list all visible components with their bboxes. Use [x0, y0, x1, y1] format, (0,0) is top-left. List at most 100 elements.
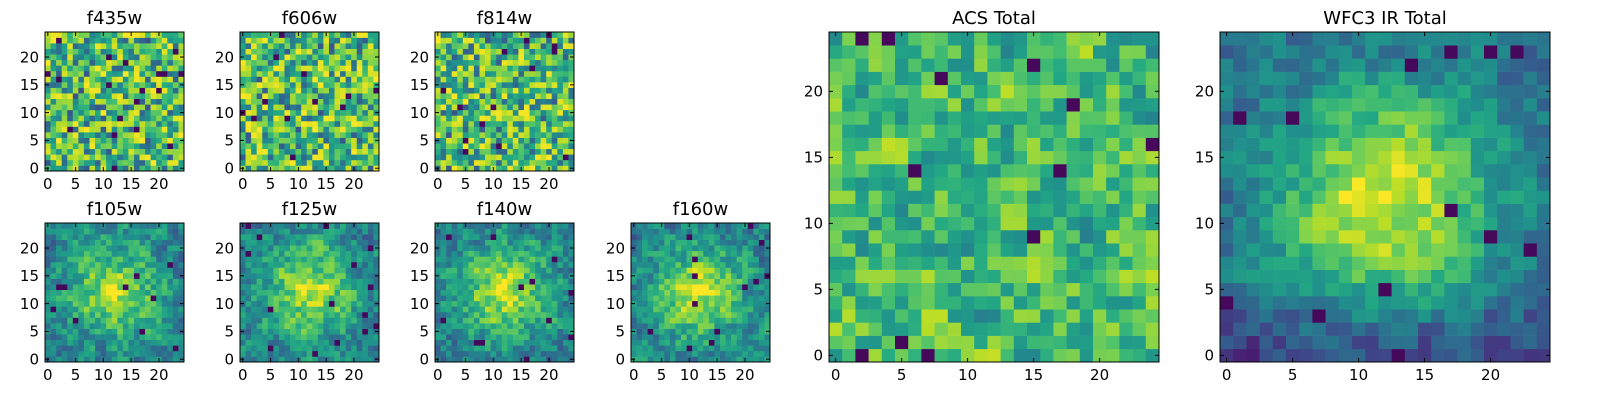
heatmap-cell: [647, 239, 654, 246]
heatmap-cell: [551, 334, 558, 341]
heatmap-cell: [340, 165, 346, 172]
heatmap-cell: [675, 300, 682, 307]
heatmap-cell: [518, 278, 525, 285]
heatmap-cell: [708, 284, 715, 291]
heatmap-cell: [512, 120, 519, 127]
heatmap-cell: [334, 115, 341, 122]
heatmap-cell: [490, 76, 497, 83]
heatmap-cell: [340, 76, 346, 83]
heatmap-cell: [317, 54, 324, 61]
heatmap-cell: [507, 345, 514, 352]
heatmap-cell: [540, 32, 547, 38]
heatmap-cell: [83, 317, 90, 324]
heatmap-cell: [178, 250, 185, 257]
heatmap-cell: [731, 228, 737, 235]
heatmap-cell: [675, 245, 682, 252]
heatmap-cell: [312, 65, 319, 72]
heatmap-cell: [1040, 282, 1054, 297]
heatmap-cell: [1132, 335, 1147, 350]
heatmap-cell: [256, 350, 263, 357]
heatmap-cell: [295, 273, 302, 279]
heatmap-cell: [306, 82, 313, 88]
heatmap-cell: [507, 350, 514, 357]
heatmap-cell: [479, 32, 486, 38]
heatmap-cell: [373, 317, 380, 324]
heatmap-cell: [451, 82, 458, 88]
heatmap-cell: [642, 245, 648, 252]
heatmap-cell: [468, 98, 475, 105]
heatmap-cell: [642, 284, 648, 291]
heatmap-cell: [362, 93, 369, 100]
heatmap-cell: [100, 328, 107, 335]
heatmap-cell: [306, 306, 313, 313]
heatmap-cell: [367, 148, 374, 155]
heatmap-cell: [974, 348, 988, 363]
heatmap-cell: [473, 250, 480, 257]
heatmap-cell: [703, 228, 710, 235]
heatmap-cell: [631, 267, 637, 274]
heatmap-cell: [345, 43, 352, 49]
heatmap-cell: [440, 250, 447, 257]
heatmap-cell: [446, 306, 452, 313]
heatmap-cell: [117, 65, 124, 72]
heatmap-cell: [535, 126, 541, 133]
heatmap-cell: [150, 289, 157, 296]
heatmap-cell: [290, 267, 296, 274]
heatmap-cell: [501, 126, 508, 133]
heatmap-cell: [947, 348, 962, 363]
heatmap-cell: [145, 239, 151, 246]
heatmap-cell: [145, 245, 151, 252]
heatmap-cell: [334, 143, 341, 150]
heatmap-cell: [540, 37, 547, 44]
heatmap-cell: [122, 54, 129, 61]
heatmap-cell: [117, 228, 124, 235]
heatmap-cell: [356, 76, 363, 83]
heatmap-cell: [61, 115, 68, 122]
heatmap-cell: [747, 245, 754, 252]
heatmap-cell: [89, 245, 96, 252]
heatmap-cell: [256, 104, 263, 111]
heatmap-cell: [328, 323, 335, 329]
heatmap-cell: [167, 306, 174, 313]
heatmap-cell: [89, 328, 96, 335]
heatmap-cell: [340, 284, 346, 291]
heatmap-cell: [512, 306, 519, 313]
heatmap-cell: [842, 282, 856, 297]
heatmap-cell: [156, 104, 163, 111]
heatmap-cell: [523, 159, 530, 166]
heatmap-cell: [747, 223, 754, 229]
heatmap-cell: [703, 284, 710, 291]
heatmap-cell: [512, 300, 519, 307]
heatmap-cell: [61, 59, 68, 66]
heatmap-cell: [145, 126, 151, 133]
heatmap-cell: [89, 267, 96, 274]
heatmap-cell: [440, 93, 447, 100]
heatmap-cell: [446, 356, 452, 363]
heatmap-cell: [245, 239, 252, 246]
heatmap-cell: [256, 256, 263, 263]
heatmap-cell: [540, 245, 547, 252]
heatmap-cell: [697, 334, 704, 341]
heatmap-cell: [829, 164, 843, 178]
heatmap-cell: [295, 132, 302, 138]
heatmap-cell: [345, 278, 352, 285]
heatmap-cell: [535, 289, 541, 296]
heatmap-cell: [947, 177, 962, 191]
heatmap-cell: [1119, 230, 1133, 244]
heatmap-cell: [1093, 348, 1107, 363]
heatmap-cell: [334, 148, 341, 155]
heatmap-cell: [540, 87, 547, 94]
heatmap-cell: [150, 70, 157, 77]
heatmap-cell: [295, 250, 302, 257]
heatmap-cell: [150, 143, 157, 150]
heatmap-cell: [1132, 296, 1147, 310]
heatmap-cell: [50, 76, 57, 83]
heatmap-cell: [921, 190, 935, 204]
heatmap-cell: [714, 323, 721, 329]
heatmap-cell: [485, 43, 491, 49]
heatmap-cell: [240, 120, 246, 127]
heatmap-cell: [128, 82, 135, 88]
heatmap-cell: [100, 234, 107, 240]
heatmap-cell: [551, 311, 558, 318]
heatmap-cell: [540, 115, 547, 122]
